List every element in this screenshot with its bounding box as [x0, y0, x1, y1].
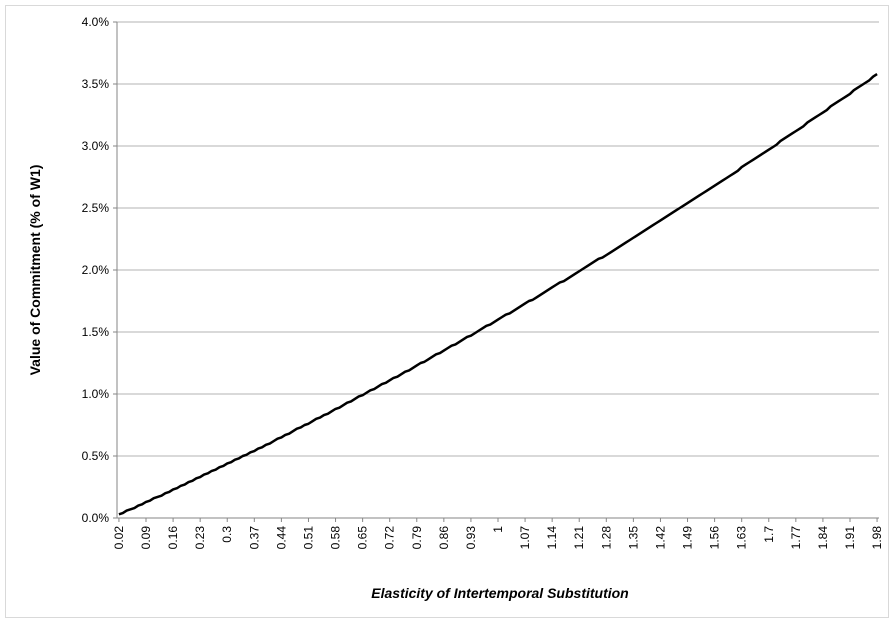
- x-tick-label: 1.28: [599, 526, 613, 550]
- x-tick-label: 1.21: [572, 526, 586, 550]
- x-tick-label: 0.65: [356, 526, 370, 550]
- x-tick-label: 1.98: [870, 526, 884, 550]
- x-tick-label: 1.91: [843, 526, 857, 550]
- x-tick-label: 0.58: [329, 526, 343, 550]
- x-tick-label: 1.77: [789, 526, 803, 550]
- x-tick-label: 1.63: [735, 526, 749, 550]
- x-tick-label: 0.23: [193, 526, 207, 550]
- y-tick-label: 4.0%: [82, 15, 110, 29]
- x-tick-label: 0.3: [220, 526, 234, 543]
- x-tick-label: 0.44: [274, 526, 288, 550]
- x-tick-label: 1.14: [545, 526, 559, 550]
- chart-border: [5, 5, 889, 618]
- y-tick-label: 3.0%: [82, 139, 110, 153]
- x-tick-label: 1.49: [681, 526, 695, 550]
- x-tick-label: 1.42: [653, 526, 667, 550]
- x-tick-label: 0.86: [437, 526, 451, 550]
- x-tick-label: 1.07: [518, 526, 532, 550]
- x-tick-label: 1.56: [708, 526, 722, 550]
- x-tick-label: 1.7: [762, 526, 776, 543]
- y-tick-label: 0.5%: [82, 449, 110, 463]
- x-tick-label: 1: [491, 526, 505, 533]
- y-tick-label: 0.0%: [82, 511, 110, 525]
- x-tick-label: 0.37: [247, 526, 261, 550]
- x-axis-title: Elasticity of Intertemporal Substitution: [371, 585, 628, 601]
- y-tick-label: 3.5%: [82, 77, 110, 91]
- line-series: [118, 73, 878, 516]
- x-tick-label: 0.02: [112, 526, 126, 550]
- y-tick-label: 1.0%: [82, 387, 110, 401]
- x-tick-label: 0.93: [464, 526, 478, 550]
- x-tick-label: 0.79: [410, 526, 424, 550]
- y-tick-label: 2.5%: [82, 201, 110, 215]
- x-tick-label: 1.84: [816, 526, 830, 550]
- y-tick-label: 2.0%: [82, 263, 110, 277]
- y-axis-title: Value of Commitment (% of W1): [27, 165, 43, 376]
- x-tick-label: 0.09: [139, 526, 153, 550]
- x-tick-label: 0.16: [166, 526, 180, 550]
- x-tick-label: 1.35: [626, 526, 640, 550]
- y-tick-label: 1.5%: [82, 325, 110, 339]
- x-tick-label: 0.72: [383, 526, 397, 550]
- x-tick-label: 0.51: [301, 526, 315, 550]
